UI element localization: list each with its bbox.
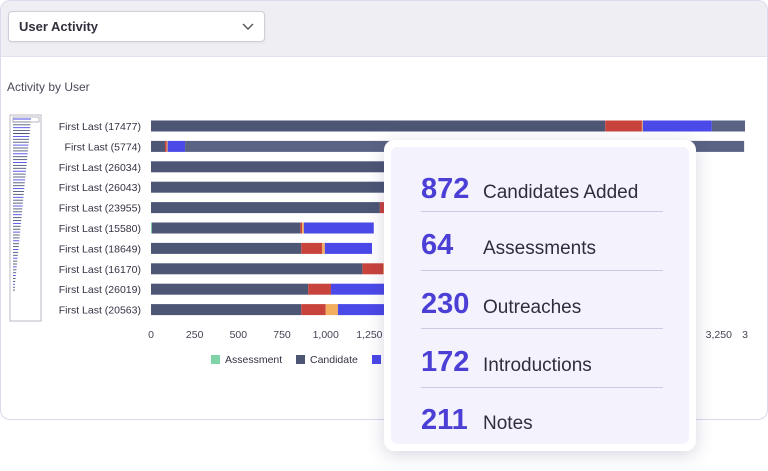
x-tick-label: 500 — [230, 329, 248, 341]
stat-assessments: 64 Assessments — [421, 229, 596, 269]
stat-label: Assessments — [483, 238, 596, 259]
user-stats-card: 872 Candidates Added 64 Assessments 230 … — [391, 147, 689, 444]
bar-segment[interactable] — [337, 304, 387, 316]
y-tick-label: First Last (20563) — [59, 305, 141, 317]
bar-segment[interactable] — [151, 140, 165, 152]
bar-segment[interactable] — [151, 222, 301, 234]
bar-segment[interactable] — [330, 283, 387, 295]
stat-divider — [421, 328, 663, 329]
legend-swatch — [211, 355, 220, 364]
bar-segment[interactable] — [164, 140, 167, 152]
bar-segment[interactable] — [324, 242, 373, 254]
navigator-window[interactable] — [12, 116, 40, 123]
stat-value: 172 — [421, 346, 470, 378]
stat-outreaches: 230 Outreaches — [421, 288, 581, 328]
stat-value: 64 — [421, 229, 454, 261]
x-tick-label: 1,250 — [356, 329, 382, 341]
x-tick-label: 3,250 — [706, 329, 732, 341]
legend-label[interactable]: Candidate — [310, 354, 358, 366]
chevron-down-icon — [242, 23, 254, 30]
y-tick-label: First Last (26019) — [59, 284, 141, 296]
y-tick-label: First Last (16170) — [59, 264, 141, 276]
stat-divider — [421, 211, 663, 212]
bar-segment[interactable] — [151, 181, 387, 193]
stat-label: Candidates Added — [483, 182, 639, 203]
bar-segment[interactable] — [151, 120, 606, 132]
bar-segment[interactable] — [605, 120, 642, 132]
y-tick-label: First Last (23955) — [59, 203, 141, 215]
stat-value: 872 — [421, 173, 470, 205]
x-tick-label: 750 — [273, 329, 291, 341]
y-tick-label: First Last (15580) — [59, 223, 141, 235]
bar-segment[interactable] — [167, 140, 186, 152]
bar-segment[interactable] — [151, 263, 363, 275]
x-tick-label: 0 — [148, 329, 154, 341]
stat-notes: 211 Notes — [421, 404, 533, 444]
activity-bar-chart: First Last (17477) First Last (5774) First… — [9, 114, 748, 366]
stat-label: Outreaches — [483, 297, 582, 318]
legend-swatch — [372, 355, 381, 364]
bar-segment[interactable] — [151, 304, 302, 316]
stat-value: 211 — [421, 404, 468, 436]
bar-segment[interactable] — [300, 222, 303, 234]
bar-segment[interactable] — [151, 242, 302, 254]
bar-segment[interactable] — [301, 304, 326, 316]
bar-segment[interactable] — [151, 283, 309, 295]
bar-segment[interactable] — [379, 202, 386, 214]
legend-swatch — [296, 355, 305, 364]
bar-segment[interactable] — [362, 263, 384, 275]
y-tick-label: First Last (5774) — [65, 141, 141, 153]
stat-candidates-added: 872 Candidates Added — [421, 173, 638, 213]
y-tick-label: First Last (26043) — [59, 182, 141, 194]
bar-segment[interactable] — [642, 120, 712, 132]
bar-segment[interactable] — [325, 304, 338, 316]
legend-label[interactable]: Assessment — [225, 354, 282, 366]
report-type-select[interactable]: User Activity — [8, 11, 265, 42]
y-tick-label: First Last (18649) — [59, 243, 141, 255]
x-tick-label: 250 — [186, 329, 204, 341]
bar-segment[interactable] — [322, 242, 325, 254]
bar-segment[interactable] — [303, 222, 374, 234]
top-bar: User Activity — [1, 1, 767, 57]
y-tick-label: First Last (17477) — [59, 121, 141, 133]
user-stats-tooltip: 872 Candidates Added 64 Assessments 230 … — [384, 140, 696, 451]
bar-segment[interactable] — [641, 120, 643, 132]
stat-divider — [421, 387, 663, 388]
stat-divider — [421, 270, 663, 271]
stat-label: Introductions — [483, 355, 592, 376]
stat-value: 230 — [421, 288, 470, 320]
bar-segment[interactable] — [308, 283, 331, 295]
report-type-select-value: User Activity — [19, 19, 98, 34]
bar-segment[interactable] — [166, 140, 168, 152]
bar-segment[interactable] — [302, 222, 304, 234]
chart-title: Activity by User — [7, 80, 90, 94]
x-tick-label: 3 — [742, 329, 748, 341]
bar-segment[interactable] — [301, 242, 323, 254]
stat-label: Notes — [483, 413, 533, 434]
stat-introductions: 172 Introductions — [421, 346, 592, 386]
y-tick-label: First Last (26034) — [59, 162, 141, 174]
chart-navigator[interactable] — [9, 114, 42, 322]
bar-segment[interactable] — [711, 120, 745, 132]
x-tick-label: 1,000 — [313, 329, 339, 341]
bar-segment[interactable] — [151, 202, 380, 214]
bar-segment[interactable] — [151, 222, 152, 234]
bar-segment[interactable] — [151, 161, 387, 173]
